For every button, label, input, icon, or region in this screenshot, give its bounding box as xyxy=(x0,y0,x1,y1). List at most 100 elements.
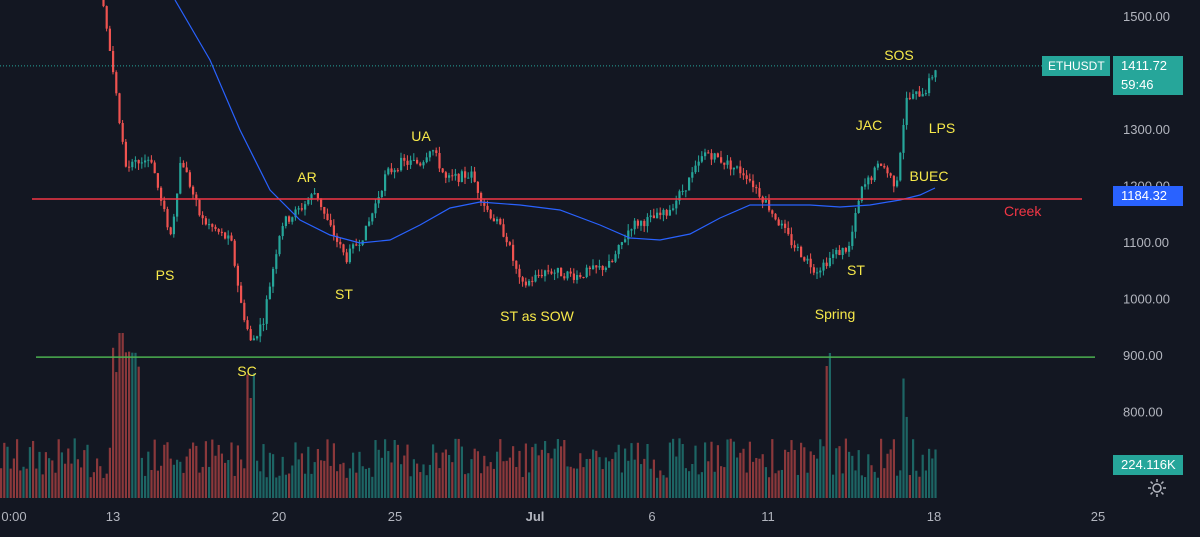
volume-bar xyxy=(192,442,195,498)
volume-bar xyxy=(537,455,540,498)
volume-bar xyxy=(902,378,905,498)
candle-body xyxy=(220,231,223,233)
volume-bar xyxy=(355,472,358,498)
volume-bar xyxy=(684,468,687,498)
candle-body xyxy=(160,187,163,201)
volume-bar xyxy=(915,470,918,498)
candle-body xyxy=(611,260,614,262)
moving-average-line xyxy=(174,0,936,244)
candle-body xyxy=(544,270,547,277)
candle-body xyxy=(524,281,527,286)
candle-body xyxy=(294,209,297,218)
candle-body xyxy=(272,268,275,287)
candle-body xyxy=(102,0,105,7)
candle-body xyxy=(265,299,268,324)
volume-bar xyxy=(441,452,444,498)
volume-bar xyxy=(243,468,246,498)
volume-bar xyxy=(412,459,415,498)
volume-bar xyxy=(416,463,419,498)
volume-bar xyxy=(806,472,809,498)
candle-body xyxy=(793,245,796,248)
candle-body xyxy=(710,153,713,160)
volume-bar xyxy=(134,352,137,498)
volume-label: 224.116K xyxy=(1113,455,1183,475)
volume-bar xyxy=(748,441,751,498)
volume-bar xyxy=(182,472,185,498)
x-tick-label: 25 xyxy=(1091,509,1105,524)
candle-body xyxy=(521,277,524,282)
volume-bar xyxy=(176,459,179,498)
volume-bar xyxy=(755,457,758,498)
volume-bar xyxy=(60,452,63,498)
volume-bar xyxy=(544,441,547,498)
volume-bar xyxy=(150,469,153,498)
volume-bar xyxy=(198,472,201,498)
candle-body xyxy=(809,258,812,268)
volume-bar xyxy=(848,451,851,498)
volume-bar xyxy=(771,439,774,498)
volume-bar xyxy=(892,439,895,498)
candle-body xyxy=(816,272,819,274)
volume-bar xyxy=(361,466,364,498)
volume-bar xyxy=(636,442,639,498)
volume-bar xyxy=(662,475,665,498)
volume-bar xyxy=(313,462,316,498)
annotations: PS SC AR ST UA ST as SOW Spring ST JAC S… xyxy=(156,47,956,379)
volume-bar xyxy=(19,470,22,498)
volume-bar xyxy=(41,474,44,498)
volume-bar xyxy=(57,439,60,498)
candle-body xyxy=(505,236,508,243)
gear-icon[interactable] xyxy=(1146,477,1168,499)
volume-bar xyxy=(515,466,518,498)
last-price-label: 1411.72 xyxy=(1113,56,1183,76)
volume-bar xyxy=(899,470,902,498)
volume-bar xyxy=(745,472,748,498)
candle-body xyxy=(697,161,700,166)
volume-bar xyxy=(345,477,348,498)
volume-bar xyxy=(883,468,886,498)
volume-bar xyxy=(233,475,236,498)
candle-body xyxy=(540,275,543,277)
candle-body xyxy=(595,265,598,268)
candle-body xyxy=(224,232,227,239)
volume-bar xyxy=(83,450,86,498)
annotation-spring: Spring xyxy=(815,306,855,322)
candle-body xyxy=(630,229,633,231)
candle-body xyxy=(915,91,918,95)
volume-bar xyxy=(688,471,691,498)
candle-body xyxy=(364,225,367,241)
candle-body xyxy=(873,167,876,181)
candle-body xyxy=(886,167,889,174)
candle-body xyxy=(115,72,118,94)
volume-bar xyxy=(9,468,12,498)
x-tick-label: 18 xyxy=(927,509,941,524)
candle-body xyxy=(246,320,249,330)
volume-bar xyxy=(505,460,508,498)
candle-body xyxy=(774,213,777,220)
candlestick-series xyxy=(102,0,937,343)
volume-bar xyxy=(387,451,390,498)
candle-body xyxy=(534,274,537,282)
time-axis[interactable]: 0:00 13 20 25 Jul 6 11 18 25 xyxy=(1,509,1105,524)
volume-bar xyxy=(406,444,409,498)
candle-body xyxy=(432,150,435,152)
volume-bar xyxy=(99,466,102,498)
candle-body xyxy=(604,267,607,270)
candle-body xyxy=(137,160,140,164)
volume-bar xyxy=(272,454,275,498)
volume-bar xyxy=(377,449,380,498)
volume-bar xyxy=(582,467,585,498)
volume-bar xyxy=(681,444,684,498)
volume-bar xyxy=(16,439,19,498)
annotation-ua: UA xyxy=(411,128,431,144)
volume-bar xyxy=(921,454,924,498)
volume-bar xyxy=(128,351,131,498)
candle-body xyxy=(416,159,419,164)
candle-body xyxy=(585,267,588,278)
y-tick-label: 1100.00 xyxy=(1123,235,1169,250)
volume-bar xyxy=(425,475,428,498)
candle-body xyxy=(771,210,774,214)
countdown-label: 59:46 xyxy=(1113,75,1183,95)
volume-bar xyxy=(0,468,3,498)
